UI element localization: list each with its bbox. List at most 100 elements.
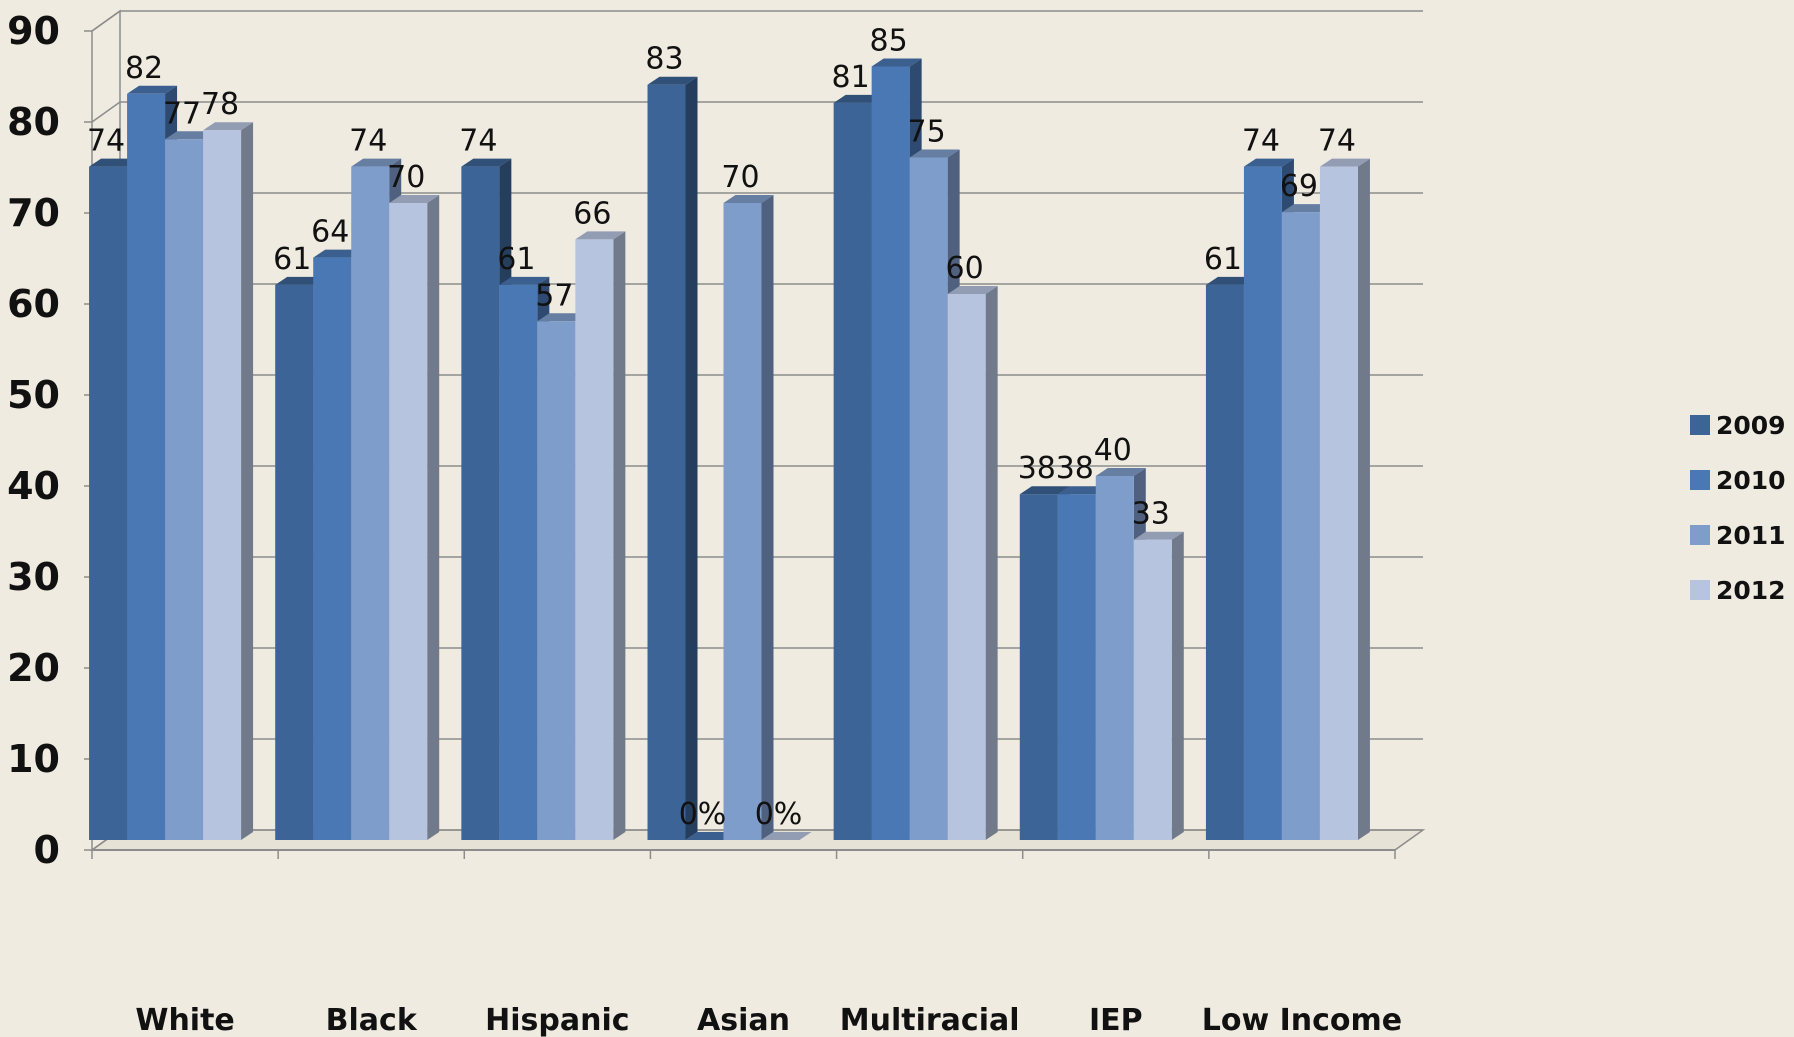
bar-front [499, 284, 538, 840]
data-label: 61 [273, 242, 311, 277]
data-label: 70 [387, 160, 425, 195]
bar-top [575, 231, 626, 240]
y-tick-label: 60 [7, 282, 60, 326]
bar-front [871, 66, 910, 840]
bar-side [685, 76, 698, 840]
x-tick-label: White [135, 1003, 234, 1037]
y-tick-label: 70 [7, 191, 60, 235]
data-label: 83 [645, 42, 683, 77]
legend: 2009 2010 2011 2012 [1690, 411, 1786, 605]
bar [723, 195, 774, 840]
bar-top [909, 149, 960, 158]
data-label: 82 [125, 51, 163, 86]
data-label: 33 [1132, 497, 1170, 532]
bar [575, 231, 626, 840]
data-label: 61 [1204, 242, 1242, 277]
y-tick-label: 90 [7, 9, 60, 53]
data-label: 74 [1318, 124, 1356, 159]
legend-label: 2009 [1716, 411, 1786, 440]
bar-top [1095, 468, 1146, 476]
bar-top [1319, 158, 1370, 167]
x-axis: White Black Hispanic Asian Multiracial IEP Low… [91, 849, 1402, 1037]
data-label: 38 [1056, 451, 1094, 486]
bar-top [1281, 204, 1332, 213]
data-label: 66 [573, 196, 611, 231]
x-tick-label: IEP [1089, 1003, 1143, 1037]
y-tick-label: 80 [7, 100, 60, 144]
data-label: 75 [908, 115, 946, 150]
data-label: 69 [1280, 169, 1318, 204]
bar-front [1095, 476, 1134, 840]
bar [685, 832, 736, 840]
y-tick-label: 20 [7, 646, 60, 690]
bar [1319, 158, 1370, 841]
gridline-diagonal [91, 101, 121, 123]
bar-top [761, 832, 812, 840]
bar-side [427, 195, 440, 840]
bar-top [1133, 531, 1184, 540]
data-label: 74 [459, 124, 497, 159]
bar-front [647, 84, 686, 840]
bar-top [351, 158, 402, 167]
legend-item: 2009 [1690, 411, 1786, 440]
bar-front [575, 239, 614, 840]
bar-front [203, 130, 242, 840]
bar [761, 832, 812, 840]
data-label: 61 [497, 242, 535, 277]
data-label: 40 [1094, 433, 1132, 468]
x-tick-label: Hispanic [485, 1003, 629, 1037]
bar-top [685, 832, 736, 840]
data-label: 85 [870, 24, 908, 59]
bar-top [537, 313, 588, 322]
data-label: 38 [1018, 451, 1056, 486]
bar-front [909, 157, 948, 840]
bar-top [1243, 158, 1294, 167]
bar [947, 286, 998, 840]
legend-item: 2010 [1690, 466, 1786, 495]
bar-front [1281, 212, 1320, 841]
bar-top [1205, 276, 1256, 285]
y-tick-label: 10 [7, 737, 60, 781]
y-tick-label: 30 [7, 555, 60, 599]
bar-top [647, 76, 698, 85]
legend-swatch [1690, 415, 1710, 435]
bar-top [1057, 486, 1108, 495]
bar-front [723, 203, 762, 840]
legend-swatch [1690, 525, 1710, 545]
legend-label: 2010 [1716, 466, 1786, 495]
bar-top [833, 94, 884, 103]
bar-front [127, 93, 166, 841]
bar-front [833, 102, 872, 840]
bar-front [947, 294, 986, 840]
data-label: 57 [535, 278, 573, 313]
bar-front [537, 321, 576, 840]
bar [389, 195, 440, 840]
bar-front [351, 166, 390, 841]
bar-top [461, 158, 512, 167]
bar-front [275, 284, 314, 840]
data-label: 81 [832, 60, 870, 95]
legend-swatch [1690, 470, 1710, 490]
bar-front [1133, 539, 1172, 840]
bar-top [871, 58, 922, 67]
x-tick-label: Black [326, 1003, 418, 1037]
bar-front [1205, 284, 1244, 840]
bar-front [1057, 494, 1096, 840]
legend-item: 2012 [1690, 576, 1786, 605]
data-label: 74 [1242, 124, 1280, 159]
bars [89, 58, 1370, 841]
y-tick-label: 50 [7, 373, 60, 417]
data-label: 78 [201, 87, 239, 122]
bar-top [275, 276, 326, 285]
bar-side [761, 195, 774, 840]
legend-item: 2011 [1690, 521, 1786, 550]
bar-front [389, 203, 428, 840]
data-label: 74 [87, 124, 125, 159]
x-tick-label: Asian [697, 1003, 790, 1037]
data-label: 74 [349, 124, 387, 159]
data-label: 0% [755, 797, 803, 832]
bar-top [127, 85, 178, 94]
bar-side [985, 286, 998, 840]
